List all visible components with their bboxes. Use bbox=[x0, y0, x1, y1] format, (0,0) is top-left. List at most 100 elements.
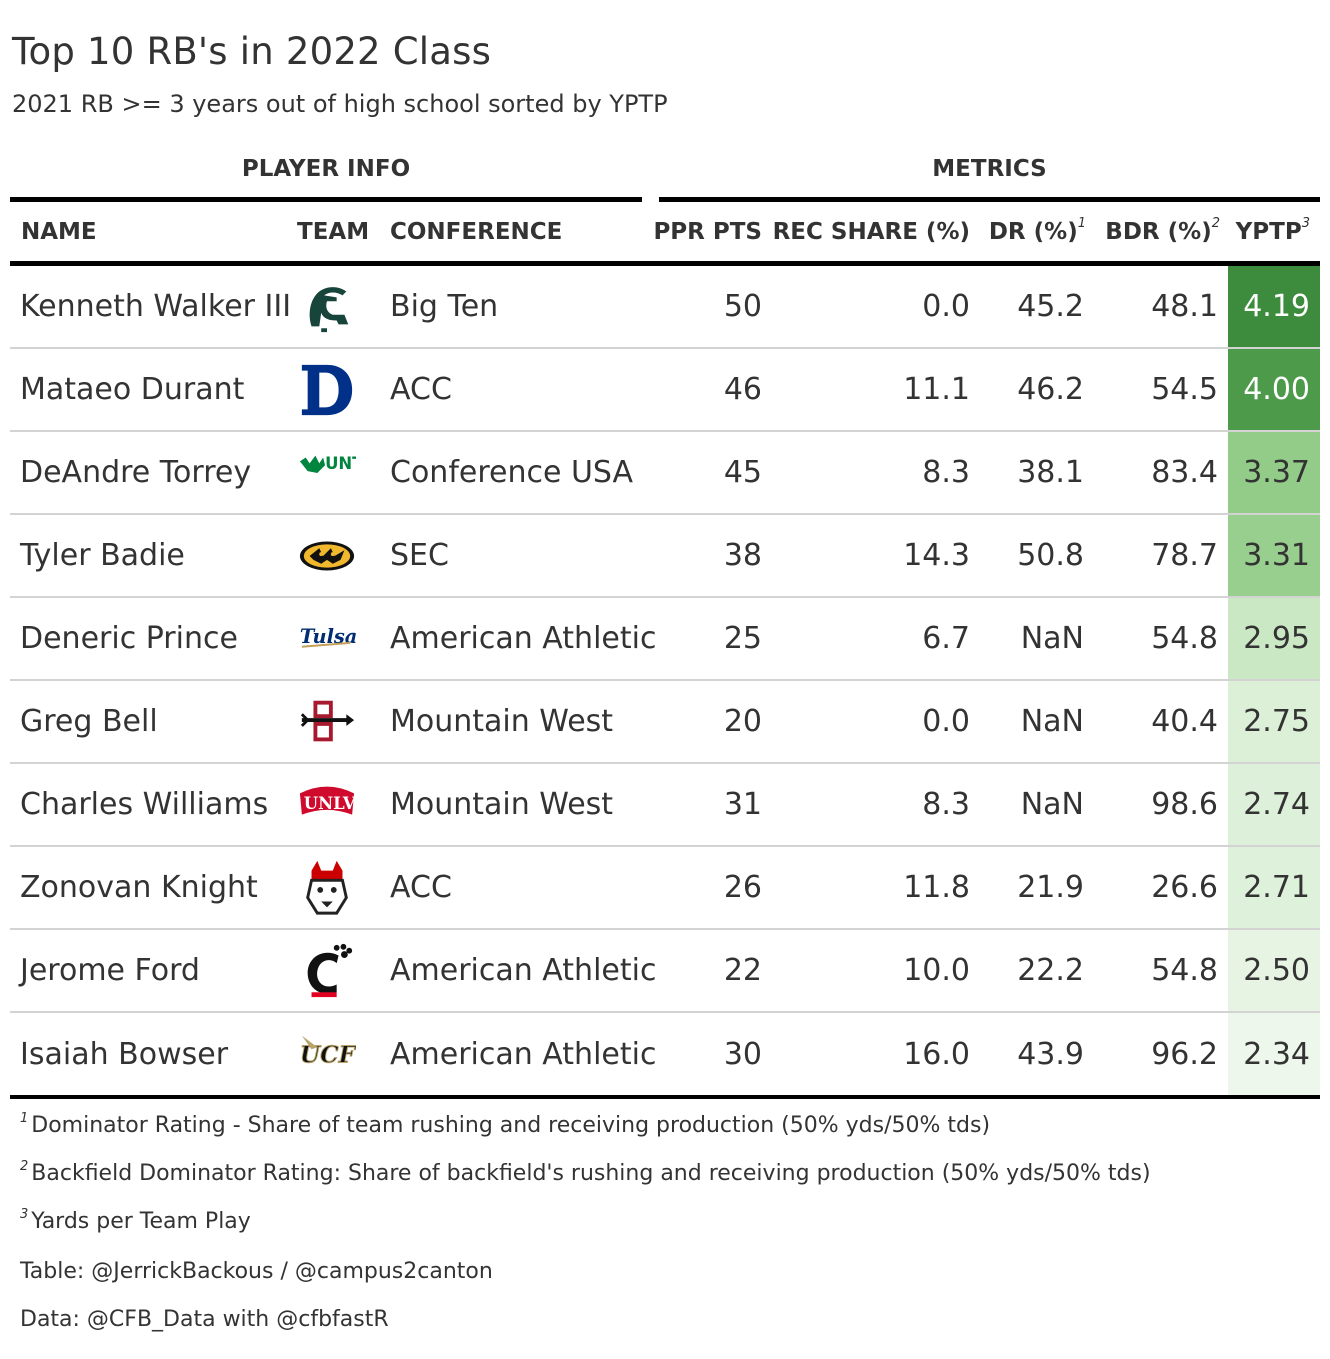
cell-conference: American Athletic bbox=[390, 1037, 657, 1072]
cell-ppr-pts: 30 bbox=[723, 1037, 762, 1072]
cell-conference: ACC bbox=[390, 372, 452, 407]
cell-team-logo bbox=[296, 266, 358, 347]
cell-rec-share: 16.0 bbox=[903, 1037, 970, 1072]
cell-yptp: 4.19 bbox=[1228, 266, 1320, 347]
cell-dr: NaN bbox=[1020, 704, 1084, 739]
col-header-ppr: PPR PTS bbox=[653, 219, 762, 245]
cell-ppr-pts: 46 bbox=[723, 372, 762, 407]
cell-yptp: 3.31 bbox=[1228, 515, 1320, 596]
footnote-3: 3 Yards per Team Play bbox=[20, 1207, 251, 1234]
footnote-2-mark: 2 bbox=[20, 1159, 29, 1174]
footnote-mark-2: 2 bbox=[1211, 216, 1220, 231]
cell-ppr-pts: 45 bbox=[723, 455, 762, 490]
cell-yptp: 2.71 bbox=[1228, 847, 1320, 928]
col-header-dr-label: DR (%) bbox=[988, 219, 1078, 245]
cell-dr: 38.1 bbox=[1017, 455, 1084, 490]
cell-dr: 50.8 bbox=[1017, 538, 1084, 573]
cell-dr: 21.9 bbox=[1017, 870, 1084, 905]
table-row: Mataeo Durant ACC 46 11.1 46.2 54.5 4.00 bbox=[10, 349, 1320, 432]
cell-yptp: 2.34 bbox=[1228, 1013, 1320, 1096]
cell-rec-share: 8.3 bbox=[922, 455, 970, 490]
spanner-player-info: PLAYER INFO bbox=[241, 156, 411, 182]
col-header-conference: CONFERENCE bbox=[390, 219, 563, 245]
cell-bdr: 54.8 bbox=[1151, 621, 1218, 656]
cell-team-logo bbox=[296, 349, 358, 430]
column-header-row: NAME TEAM CONFERENCE PPR PTS REC SHARE (… bbox=[10, 202, 1320, 261]
cell-name: Zonovan Knight bbox=[20, 870, 258, 905]
cell-yptp: 4.00 bbox=[1228, 349, 1320, 430]
col-header-yptp: YPTP3 bbox=[1235, 216, 1310, 245]
cincinnati-c-paw-icon bbox=[298, 942, 356, 1000]
cell-ppr-pts: 25 bbox=[723, 621, 762, 656]
cell-rec-share: 6.7 bbox=[922, 621, 970, 656]
cell-dr: NaN bbox=[1020, 621, 1084, 656]
col-header-bdr-label: BDR (%) bbox=[1105, 219, 1212, 245]
table-title: Top 10 RB's in 2022 Class bbox=[12, 30, 492, 73]
svg-text:Tulsa: Tulsa bbox=[300, 624, 356, 647]
footnote-1: 1 Dominator Rating - Share of team rushin… bbox=[20, 1111, 991, 1138]
col-header-name: NAME bbox=[21, 219, 97, 245]
footnote-3-text: Yards per Team Play bbox=[31, 1209, 251, 1234]
cell-conference: American Athletic bbox=[390, 953, 657, 988]
cell-yptp: 2.75 bbox=[1228, 681, 1320, 762]
cell-rec-share: 0.0 bbox=[922, 289, 970, 324]
cell-bdr: 98.6 bbox=[1151, 787, 1218, 822]
cell-team-logo bbox=[296, 515, 358, 596]
cell-bdr: 54.5 bbox=[1151, 372, 1218, 407]
cell-team-logo: Tulsa bbox=[296, 598, 358, 679]
footnote-1-mark: 1 bbox=[20, 1111, 29, 1126]
cell-name: Greg Bell bbox=[20, 704, 158, 739]
table-row: Greg Bell Mountain West 20 0.0 NaN 40.4 2.75 bbox=[10, 681, 1320, 764]
svg-text:UNLV: UNLV bbox=[304, 793, 356, 812]
footnote-3-mark: 3 bbox=[20, 1207, 29, 1222]
cell-ppr-pts: 22 bbox=[723, 953, 762, 988]
cell-team-logo: UNT bbox=[296, 432, 358, 513]
cell-name: Isaiah Bowser bbox=[20, 1037, 229, 1072]
cell-ppr-pts: 38 bbox=[723, 538, 762, 573]
cell-rec-share: 11.8 bbox=[903, 870, 970, 905]
cell-name: Mataeo Durant bbox=[20, 372, 245, 407]
cell-name: Jerome Ford bbox=[20, 953, 200, 988]
spanner-metrics: METRICS bbox=[932, 156, 1047, 182]
cell-team-logo bbox=[296, 847, 358, 928]
footnote-1-text: Dominator Rating - Share of team rushing… bbox=[31, 1113, 991, 1138]
table-row: Deneric Prince Tulsa American Athletic 25 6.… bbox=[10, 598, 1320, 681]
cell-dr: 43.9 bbox=[1017, 1037, 1084, 1072]
col-header-yptp-label: YPTP bbox=[1235, 219, 1302, 245]
cell-yptp: 2.95 bbox=[1228, 598, 1320, 679]
table-subtitle: 2021 RB >= 3 years out of high school so… bbox=[12, 90, 668, 118]
cell-team-logo: UCF bbox=[296, 1013, 358, 1096]
col-header-rec-share: REC SHARE (%) bbox=[772, 219, 970, 245]
table-row: Tyler Badie SEC 38 14.3 50.8 78.7 3.31 bbox=[10, 515, 1320, 598]
spanner-metrics-rule bbox=[659, 197, 1320, 202]
cell-bdr: 26.6 bbox=[1151, 870, 1218, 905]
spanner-player-info-rule bbox=[10, 197, 642, 202]
footnote-mark-3: 3 bbox=[1301, 216, 1310, 231]
cell-dr: 46.2 bbox=[1017, 372, 1084, 407]
svg-text:UCF: UCF bbox=[300, 1041, 356, 1068]
cell-bdr: 48.1 bbox=[1151, 289, 1218, 324]
source-note-data: Data: @CFB_Data with @cfbfastR bbox=[20, 1307, 389, 1332]
source-note-table: Table: @JerrickBackous / @campus2canton bbox=[20, 1259, 493, 1284]
cell-conference: Big Ten bbox=[390, 289, 499, 324]
cell-ppr-pts: 31 bbox=[723, 787, 762, 822]
nc-state-wolf-icon bbox=[298, 859, 356, 917]
cell-dr: 22.2 bbox=[1017, 953, 1084, 988]
cell-dr: NaN bbox=[1020, 787, 1084, 822]
cell-yptp: 3.37 bbox=[1228, 432, 1320, 513]
cell-ppr-pts: 20 bbox=[723, 704, 762, 739]
header-rule bbox=[10, 261, 1320, 266]
cell-conference: ACC bbox=[390, 870, 452, 905]
cell-conference: Conference USA bbox=[390, 455, 634, 490]
footnote-2: 2 Backfield Dominator Rating: Share of ba… bbox=[20, 1159, 1151, 1186]
cell-dr: 45.2 bbox=[1017, 289, 1084, 324]
cell-team-logo: UNLV bbox=[296, 764, 358, 845]
cell-ppr-pts: 26 bbox=[723, 870, 762, 905]
table-row: Zonovan Knight ACC 26 11.8 21.9 26.6 2.71 bbox=[10, 847, 1320, 930]
cell-rec-share: 14.3 bbox=[903, 538, 970, 573]
cell-conference: Mountain West bbox=[390, 704, 614, 739]
col-header-bdr: BDR (%)2 bbox=[1105, 216, 1220, 245]
cell-team-logo bbox=[296, 930, 358, 1011]
table-row: Jerome Ford American Athletic 22 10.0 22.2 54… bbox=[10, 930, 1320, 1013]
cell-bdr: 78.7 bbox=[1151, 538, 1218, 573]
